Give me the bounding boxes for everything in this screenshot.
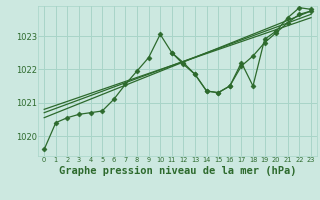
X-axis label: Graphe pression niveau de la mer (hPa): Graphe pression niveau de la mer (hPa) xyxy=(59,166,296,176)
